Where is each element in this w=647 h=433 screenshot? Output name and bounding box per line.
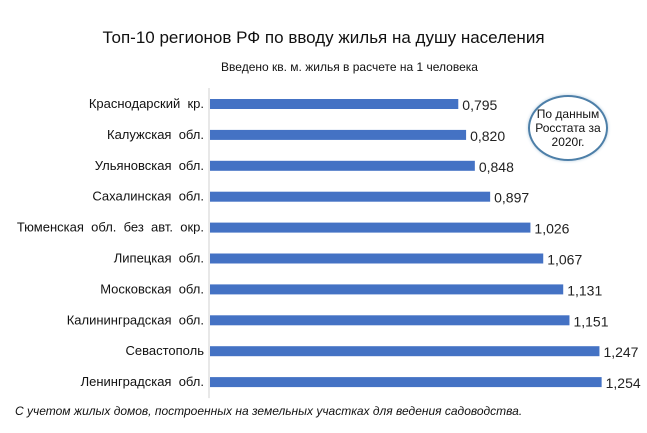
data-label: 0,848: [479, 159, 514, 175]
category-label: Тюменская обл. без авт. окр.: [17, 220, 204, 235]
chart-subtitle: Введено кв. м. жилья в расчете на 1 чело…: [221, 60, 478, 74]
source-badge: По данным Росстата за 2020г.: [528, 95, 608, 161]
data-label: 1,067: [547, 252, 582, 268]
chart-title: Топ-10 регионов РФ по вводу жилья на душ…: [102, 28, 545, 47]
data-label: 0,795: [462, 97, 497, 113]
data-label: 0,897: [494, 190, 529, 206]
category-label: Ленинградская обл.: [81, 374, 204, 389]
data-label: 1,254: [606, 375, 641, 391]
category-label: Ульяновская обл.: [95, 158, 204, 173]
category-label: Севастополь: [126, 343, 205, 358]
footnote: С учетом жилых домов, построенных на зем…: [15, 404, 523, 418]
category-label: Калининградская обл.: [67, 312, 204, 327]
bar: [210, 284, 564, 295]
category-label: Калужская обл.: [107, 127, 204, 142]
bar: [210, 129, 467, 140]
data-label: 1,131: [567, 282, 602, 298]
category-label: Московская обл.: [100, 281, 204, 296]
bar: [210, 222, 531, 233]
bar: [210, 315, 570, 326]
category-label: Краснодарский кр.: [89, 96, 204, 111]
bar: [210, 160, 475, 171]
bar: [210, 253, 544, 264]
data-label: 1,026: [534, 221, 569, 237]
data-label: 1,247: [603, 344, 638, 360]
bar: [210, 191, 491, 202]
data-label: 1,151: [573, 313, 608, 329]
bar: [210, 377, 602, 388]
bar: [210, 99, 459, 109]
bar: [210, 346, 600, 357]
data-label: 0,820: [470, 128, 505, 144]
category-label: Сахалинская обл.: [92, 189, 204, 204]
source-badge-text: По данным Росстата за 2020г.: [535, 107, 601, 149]
category-label: Липецкая обл.: [114, 251, 204, 266]
